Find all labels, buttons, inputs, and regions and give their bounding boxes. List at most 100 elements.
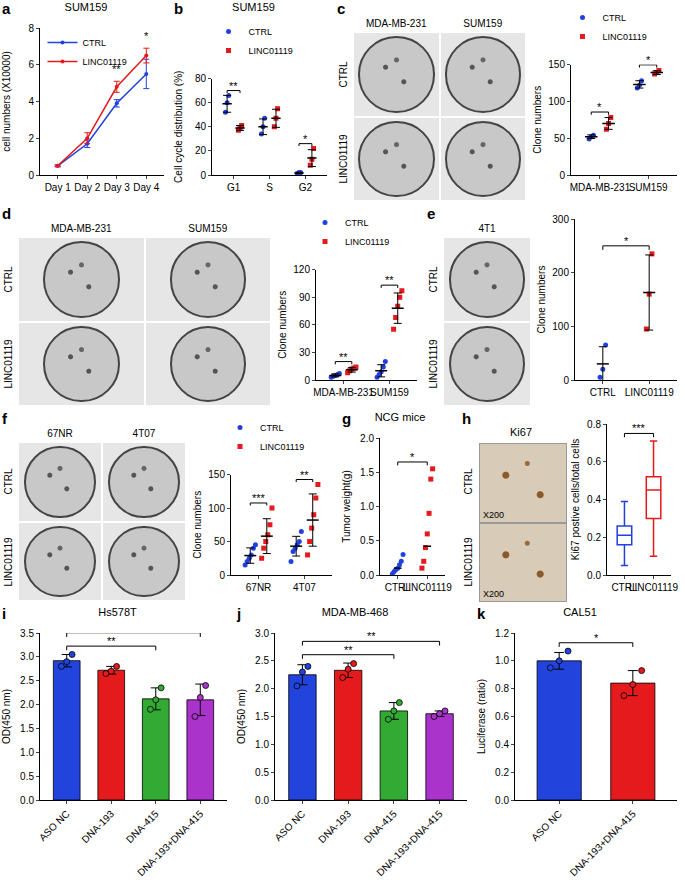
svg-text:*: * [646,54,651,66]
svg-text:3.0: 3.0 [255,628,269,639]
svg-text:2.5: 2.5 [255,655,269,666]
svg-text:CTRL: CTRL [260,423,284,433]
svg-text:150: 150 [548,59,565,70]
svg-text:60: 60 [195,97,207,108]
svg-text:Clone numbers: Clone numbers [277,291,288,359]
svg-text:Clone numbers: Clone numbers [536,266,547,334]
svg-text:DNA-193+DNA-415: DNA-193+DNA-415 [568,808,638,878]
svg-text:DNA-193+DNA-415: DNA-193+DNA-415 [135,808,205,878]
svg-text:4T07: 4T07 [293,582,316,593]
svg-text:**: ** [107,635,116,647]
svg-text:1.2: 1.2 [495,628,509,639]
svg-text:**: ** [344,644,353,656]
svg-text:0: 0 [559,170,565,181]
svg-text:NCG mice: NCG mice [375,411,426,423]
svg-text:Hs578T: Hs578T [98,606,137,618]
svg-text:ASO NC: ASO NC [272,808,307,843]
svg-text:0.0: 0.0 [20,795,34,806]
svg-text:50: 50 [554,133,566,144]
svg-text:4: 4 [28,96,34,107]
svg-text:Tumor weight(g): Tumor weight(g) [341,470,352,542]
svg-text:0.2: 0.2 [495,767,509,778]
svg-text:OD(450 nm): OD(450 nm) [1,689,12,744]
svg-text:CTRL: CTRL [590,387,617,398]
svg-text:30: 30 [299,347,311,358]
svg-text:0.4: 0.4 [587,494,601,505]
svg-text:*: * [594,632,599,644]
svg-text:0.6: 0.6 [587,456,601,467]
svg-text:CAL51: CAL51 [563,606,597,618]
svg-text:1.0: 1.0 [360,501,374,512]
svg-text:SUM159: SUM159 [629,182,668,193]
svg-text:SUM159: SUM159 [232,1,275,13]
svg-text:*: * [624,235,629,247]
svg-text:ASO NC: ASO NC [529,808,564,843]
svg-text:0.6: 0.6 [495,711,509,722]
svg-text:LINC01119: LINC01119 [260,442,304,452]
svg-text:ASO NC: ASO NC [37,808,72,843]
svg-text:LINC01119: LINC01119 [345,237,389,247]
svg-text:SUM159: SUM159 [65,1,108,13]
svg-text:2.5: 2.5 [20,675,34,686]
svg-text:LINC01119: LINC01119 [249,46,293,56]
svg-text:1.0: 1.0 [20,747,34,758]
svg-text:Day 1: Day 1 [45,182,72,193]
svg-text:0.0: 0.0 [495,795,509,806]
svg-text:6: 6 [28,59,34,70]
svg-text:LINC01119: LINC01119 [403,582,453,593]
svg-text:2.0: 2.0 [20,699,34,710]
svg-text:0.8: 0.8 [587,419,601,430]
svg-text:S: S [266,182,273,193]
svg-text:DNA-193: DNA-193 [316,808,353,845]
svg-text:*: * [410,451,415,463]
svg-text:Clone numbers: Clone numbers [192,491,203,559]
svg-text:2: 2 [28,133,34,144]
svg-text:Luciferase (ratio): Luciferase (ratio) [476,679,487,754]
svg-text:80: 80 [195,73,207,84]
svg-text:**: ** [367,630,376,642]
svg-text:DNA-193+DNA-415: DNA-193+DNA-415 [374,808,444,878]
svg-text:*: * [597,101,602,113]
svg-text:**: ** [229,80,238,92]
svg-text:0.0: 0.0 [255,795,269,806]
svg-text:0: 0 [28,170,34,181]
svg-text:MDA-MB-231: MDA-MB-231 [570,182,631,193]
svg-text:0.5: 0.5 [255,767,269,778]
svg-text:8: 8 [28,23,34,34]
svg-text:0: 0 [200,170,206,181]
svg-text:MDA-MB-468: MDA-MB-468 [322,606,389,618]
svg-text:**: ** [339,351,348,363]
svg-text:0: 0 [219,570,225,581]
svg-text:0.8: 0.8 [495,683,509,694]
svg-text:300: 300 [552,214,569,225]
svg-text:G2: G2 [299,182,313,193]
svg-text:0.5: 0.5 [20,771,34,782]
svg-text:LINC01119: LINC01119 [629,582,679,593]
svg-text:67NR: 67NR [246,582,272,593]
svg-text:40: 40 [195,121,207,132]
svg-text:CTRL: CTRL [603,13,627,23]
svg-text:DNA-193: DNA-193 [79,808,116,845]
svg-text:0: 0 [304,375,310,386]
svg-text:MDA-MB-231: MDA-MB-231 [313,387,374,398]
svg-text:**: ** [385,274,394,286]
svg-text:*: * [303,133,308,145]
svg-text:DNA-415: DNA-415 [362,808,399,845]
svg-text:CTRL: CTRL [82,38,106,48]
svg-text:120: 120 [293,264,310,275]
svg-text:200: 200 [552,267,569,278]
svg-text:LINC01119: LINC01119 [603,32,647,42]
svg-text:2.0: 2.0 [360,433,374,444]
svg-text:0.2: 0.2 [587,532,601,543]
svg-text:Day 4: Day 4 [133,182,160,193]
svg-text:0.0: 0.0 [587,570,601,581]
svg-text:1.0: 1.0 [495,655,509,666]
svg-text:1.5: 1.5 [360,467,374,478]
svg-text:1.5: 1.5 [255,711,269,722]
svg-text:CTRL: CTRL [611,582,638,593]
svg-text:100: 100 [548,96,565,107]
svg-text:90: 90 [299,292,311,303]
svg-text:G1: G1 [227,182,241,193]
svg-text:60: 60 [299,319,311,330]
svg-text:LINC01119: LINC01119 [82,57,126,67]
